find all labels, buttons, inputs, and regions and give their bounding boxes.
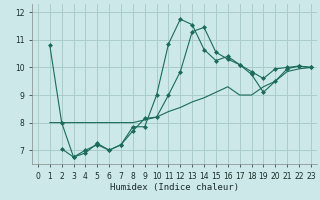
X-axis label: Humidex (Indice chaleur): Humidex (Indice chaleur) — [110, 183, 239, 192]
